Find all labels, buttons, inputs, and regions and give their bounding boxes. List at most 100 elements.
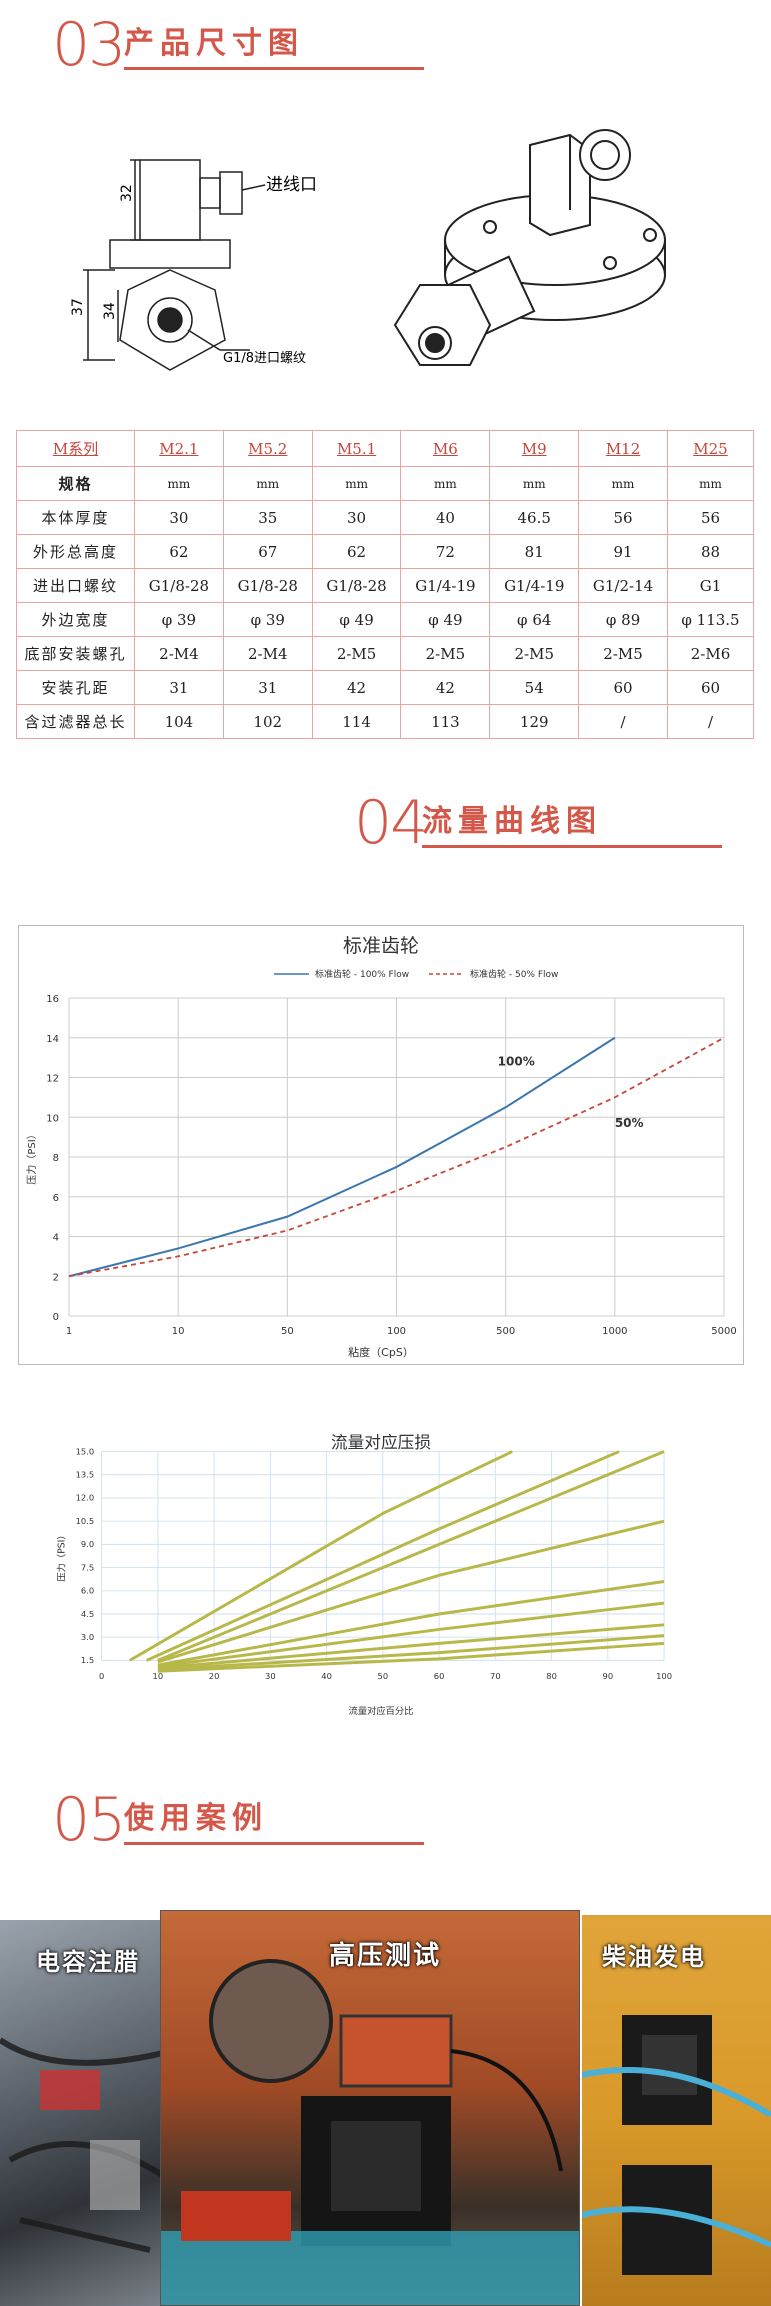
table-cell: mm [311, 466, 402, 501]
table-cell: 60 [666, 670, 755, 705]
x-tick-label: 60 [434, 1671, 445, 1681]
table-cell: 31 [134, 670, 224, 705]
y-tick-label: 8 [53, 1153, 59, 1164]
table-header-cell: M2.1 [134, 430, 224, 467]
x-tick-label: 50 [281, 1326, 294, 1337]
case-label: 高压测试 [329, 1941, 442, 1971]
section-title: 流量曲线图 [422, 804, 602, 839]
x-axis-label: 粘度（CpS） [348, 1345, 414, 1359]
table-cell: 91 [578, 534, 668, 569]
table-cell: mm [578, 466, 668, 501]
table-cell: 129 [489, 704, 580, 739]
y-axis-label: 压力（PSI） [25, 1129, 38, 1184]
table-cell: φ 49 [400, 602, 491, 637]
series-line [157, 1623, 665, 1670]
section-number: 04 [354, 788, 428, 858]
section-03-header: 03 产品尺寸图 [52, 10, 432, 80]
table-cell: G1/4-19 [400, 568, 491, 603]
y-tick-label: 12.0 [76, 1493, 95, 1503]
series-label: 100% [498, 1055, 535, 1069]
table-header-cell: M系列 [16, 430, 135, 467]
section-title: 产品尺寸图 [124, 26, 304, 61]
series-line [129, 1450, 513, 1662]
x-tick-label: 20 [209, 1671, 220, 1681]
y-tick-label: 15.0 [76, 1446, 95, 1456]
table-cell: mm [666, 466, 755, 501]
y-tick-label: 3.0 [81, 1632, 94, 1642]
table-cell: 2-M5 [489, 636, 580, 671]
table-cell: 60 [578, 670, 668, 705]
dim-37-label: 37 [70, 298, 86, 316]
y-tick-label: 14 [46, 1034, 59, 1045]
table-cell: 30 [134, 500, 224, 535]
chart-title: 标准齿轮 [343, 935, 419, 957]
table-cell: 56 [666, 500, 755, 535]
table-cell: 2-M4 [134, 636, 224, 671]
x-tick-label: 30 [265, 1671, 276, 1681]
series-line [68, 1036, 616, 1278]
y-tick-label: 4 [53, 1233, 59, 1244]
row-label: 底部安装螺孔 [16, 636, 135, 671]
table-row: 底部安装螺孔 2-M4 2-M4 2-M5 2-M5 2-M5 2-M5 2-M6 [16, 636, 755, 671]
row-label: 进出口螺纹 [16, 568, 135, 603]
table-cell: 102 [222, 704, 313, 739]
y-tick-label: 2 [53, 1272, 59, 1283]
dim-32-label: 32 [119, 184, 135, 202]
thread-label: G1/8进口螺纹 [223, 351, 306, 366]
table-row: 外边宽度 φ 39 φ 39 φ 49 φ 49 φ 64 φ 89 φ 113.5 [16, 602, 755, 637]
table-row: 规格 mm mm mm mm mm mm mm [16, 466, 755, 501]
series-line [157, 1580, 665, 1667]
row-label: 外形总高度 [16, 534, 135, 569]
table-cell: G1 [666, 568, 755, 603]
table-row: 安装孔距 31 31 42 42 54 60 60 [16, 670, 755, 705]
table-cell: 67 [222, 534, 313, 569]
series-line [157, 1634, 665, 1672]
table-cell: / [578, 704, 668, 739]
table-row: 含过滤器总长 104 102 114 113 129// [16, 704, 755, 739]
table-cell: 2-M6 [666, 636, 755, 671]
table-cell: 81 [489, 534, 580, 569]
table-cell: 88 [666, 534, 755, 569]
section-title: 使用案例 [124, 1801, 268, 1836]
table-header-cell: M5.2 [222, 430, 313, 467]
series-line [157, 1450, 665, 1662]
case-label: 电容注腊 [36, 1948, 140, 1976]
x-tick-label: 5000 [711, 1326, 736, 1337]
legend-entry: 标准齿轮 - 50% Flow [470, 968, 558, 980]
series-line [157, 1519, 665, 1664]
chart-title: 流量对应压损 [331, 1432, 431, 1452]
y-tick-label: 0 [53, 1312, 59, 1323]
x-tick-label: 40 [321, 1671, 332, 1681]
section-underline [124, 1842, 424, 1845]
y-tick-label: 6.0 [81, 1586, 94, 1596]
y-tick-label: 7.5 [81, 1562, 94, 1572]
table-header-cell: M5.1 [311, 430, 402, 467]
table-cell: 2-M5 [578, 636, 668, 671]
y-tick-label: 10.5 [76, 1516, 95, 1526]
table-header-cell: M9 [489, 430, 580, 467]
table-cell: 2-M4 [222, 636, 313, 671]
table-row: 进出口螺纹 G1/8-28 G1/8-28 G1/8-28 G1/4-19 G1/4-19… [16, 568, 755, 603]
x-tick-label: 100 [656, 1671, 672, 1681]
y-tick-label: 4.5 [81, 1609, 94, 1619]
x-tick-label: 50 [378, 1671, 389, 1681]
table-cell: φ 113.5 [666, 602, 755, 637]
table-cell: 114 [311, 704, 402, 739]
x-axis-label: 流量对应百分比 [349, 1705, 414, 1717]
x-tick-label: 70 [490, 1671, 501, 1681]
series-line [146, 1450, 620, 1662]
series-line [68, 1036, 725, 1278]
y-tick-label: 12 [46, 1074, 59, 1085]
legend-entry: 标准齿轮 - 100% Flow [315, 968, 409, 980]
table-cell: 31 [222, 670, 313, 705]
table-row: 本体厚度 30 35 30 40 46.5 56 56 [16, 500, 755, 535]
y-tick-label: 1.5 [81, 1655, 94, 1665]
inlet-label: 进线口 [266, 175, 317, 195]
table-cell: mm [489, 466, 580, 501]
y-tick-label: 13.5 [76, 1470, 95, 1480]
table-cell: 42 [311, 670, 402, 705]
table-header-row: M系列 M2.1 M5.2 M5.1 M6 M9 M12 M25 [16, 430, 755, 467]
table-header-cell: M6 [400, 430, 491, 467]
table-cell: 54 [489, 670, 580, 705]
table-cell: φ 64 [489, 602, 580, 637]
